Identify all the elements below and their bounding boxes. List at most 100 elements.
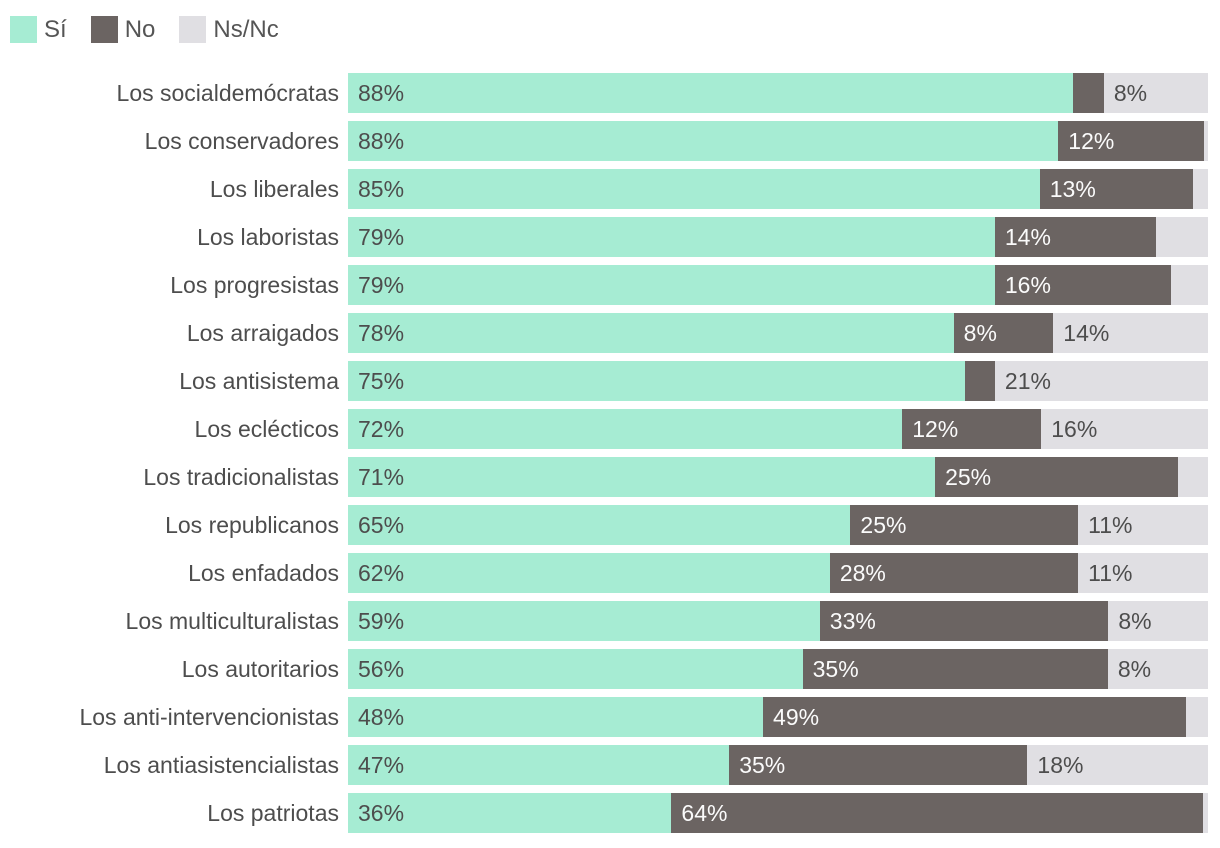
- chart-rows: Los socialdemócratas 88% 8% Los conservad…: [0, 73, 1220, 833]
- bar-segment-si: 56%: [348, 649, 803, 689]
- table-row: Los anti-intervencionistas 48% 49%: [0, 697, 1220, 737]
- legend: Sí No Ns/Nc: [10, 16, 1220, 43]
- table-row: Los antisistema 75% 21%: [0, 361, 1220, 401]
- bar-segment-nsnc: [1170, 265, 1208, 305]
- bar-value-label: 49%: [773, 704, 820, 730]
- bar-segment-nsnc: 14%: [1053, 313, 1208, 353]
- category-label: Los tradicionalistas: [143, 464, 339, 490]
- bar-value-label: 48%: [358, 704, 405, 730]
- category-label: Los autoritarios: [181, 656, 339, 682]
- bar-segment-nsnc: [1155, 217, 1208, 257]
- bar-value-label: 16%: [1004, 272, 1051, 298]
- bar-value-label: 21%: [1004, 368, 1051, 394]
- bar-value-label: 33%: [829, 608, 876, 634]
- table-row: Los laboristas 79% 14%: [0, 217, 1220, 257]
- category-label: Los anti-intervencionistas: [79, 704, 339, 730]
- table-row: Los progresistas 79% 16%: [0, 265, 1220, 305]
- category-label: Los enfadados: [188, 560, 339, 586]
- bar-value-label: 11%: [1088, 560, 1133, 586]
- bar-segment-nsnc: [1178, 457, 1209, 497]
- bar: 36% 64%: [348, 793, 1208, 833]
- bar-value-label: 88%: [358, 80, 405, 106]
- legend-item-no: No: [90, 16, 156, 43]
- bar-value-label: 35%: [812, 656, 859, 682]
- bar-segment-no: 25%: [935, 457, 1179, 497]
- bar-value-label: 8%: [963, 320, 997, 346]
- bar-segment-no: 35%: [802, 649, 1108, 689]
- category-label: Los republicanos: [165, 512, 339, 538]
- table-row: Los tradicionalistas 71% 25%: [0, 457, 1220, 497]
- bar-segment-si: 71%: [348, 457, 936, 497]
- bar-segment-nsnc: 8%: [1107, 649, 1208, 689]
- legend-swatch-nsnc: [179, 16, 207, 43]
- bar-segment-si: 59%: [348, 601, 820, 641]
- category-label: Los antisistema: [179, 368, 339, 394]
- bar: 59% 33% 8%: [348, 601, 1208, 641]
- bar-segment-no: 35%: [729, 745, 1028, 785]
- bar-segment-si: 79%: [348, 265, 995, 305]
- category-label: Los conservadores: [144, 128, 339, 154]
- bar-value-label: 78%: [358, 320, 405, 346]
- bar-segment-no: 28%: [829, 553, 1079, 593]
- bar: 85% 13%: [348, 169, 1208, 209]
- bar-segment-no: 14%: [994, 217, 1156, 257]
- bar-segment-si: 47%: [348, 745, 730, 785]
- bar-value-label: 28%: [839, 560, 886, 586]
- bar-segment-no: 49%: [763, 697, 1186, 737]
- bar-segment-si: 78%: [348, 313, 954, 353]
- table-row: Los arraigados 78% 8% 14%: [0, 313, 1220, 353]
- bar-value-label: 8%: [1117, 656, 1152, 682]
- bar-segment-si: 85%: [348, 169, 1040, 209]
- bar-value-label: 13%: [1049, 176, 1096, 202]
- bar-segment-no: [964, 361, 995, 401]
- bar-value-label: 35%: [739, 752, 786, 778]
- bar-segment-no: 33%: [819, 601, 1109, 641]
- bar-value-label: 25%: [860, 512, 907, 538]
- bar-segment-no: 12%: [902, 409, 1042, 449]
- table-row: Los eclécticos 72% 12% 16%: [0, 409, 1220, 449]
- table-row: Los republicanos 65% 25% 11%: [0, 505, 1220, 545]
- bar-value-label: 79%: [358, 272, 405, 298]
- bar: 62% 28% 11%: [348, 553, 1208, 593]
- bar-segment-nsnc: 11%: [1078, 505, 1208, 545]
- bar-segment-si: 36%: [348, 793, 672, 833]
- legend-label-no: No: [124, 16, 156, 43]
- bar-segment-si: 88%: [348, 121, 1059, 161]
- bar-value-label: 12%: [1068, 128, 1115, 154]
- category-label: Los liberales: [209, 176, 339, 202]
- bar-value-label: 36%: [358, 800, 405, 826]
- bar-value-label: 14%: [1063, 320, 1110, 346]
- category-label: Los multiculturalistas: [125, 608, 339, 634]
- bar-segment-no: [1073, 73, 1104, 113]
- bar-value-label: 64%: [681, 800, 728, 826]
- bar-segment-nsnc: [1202, 793, 1208, 833]
- bar: 75% 21%: [348, 361, 1209, 401]
- category-label: Los socialdemócratas: [116, 80, 339, 106]
- bar-value-label: 79%: [358, 224, 405, 250]
- bar-segment-no: 12%: [1058, 121, 1204, 161]
- legend-item-nsnc: Ns/Nc: [179, 16, 279, 43]
- bar-value-label: 25%: [945, 464, 992, 490]
- table-row: Los autoritarios 56% 35% 8%: [0, 649, 1220, 689]
- category-label: Los laboristas: [197, 224, 339, 250]
- bar-segment-si: 88%: [348, 73, 1074, 113]
- bar-segment-nsnc: 11%: [1078, 553, 1208, 593]
- bar-segment-no: 8%: [953, 313, 1054, 353]
- table-row: Los liberales 85% 13%: [0, 169, 1220, 209]
- bar-value-label: 85%: [358, 176, 405, 202]
- bar-value-label: 88%: [358, 128, 405, 154]
- bar-segment-si: 72%: [348, 409, 903, 449]
- bar-segment-nsnc: [1203, 121, 1208, 161]
- category-label: Los arraigados: [186, 320, 339, 346]
- category-label: Los progresistas: [170, 272, 339, 298]
- bar-value-label: 71%: [358, 464, 405, 490]
- legend-swatch-no: [90, 16, 118, 43]
- bar: 47% 35% 18%: [348, 745, 1208, 785]
- table-row: Los multiculturalistas 59% 33% 8%: [0, 601, 1220, 641]
- bar-segment-nsnc: 16%: [1041, 409, 1208, 449]
- bar-segment-nsnc: [1185, 697, 1208, 737]
- bar-value-label: 8%: [1118, 608, 1152, 634]
- table-row: Los conservadores 88% 12%: [0, 121, 1220, 161]
- category-label: Los antiasistencialistas: [103, 752, 339, 778]
